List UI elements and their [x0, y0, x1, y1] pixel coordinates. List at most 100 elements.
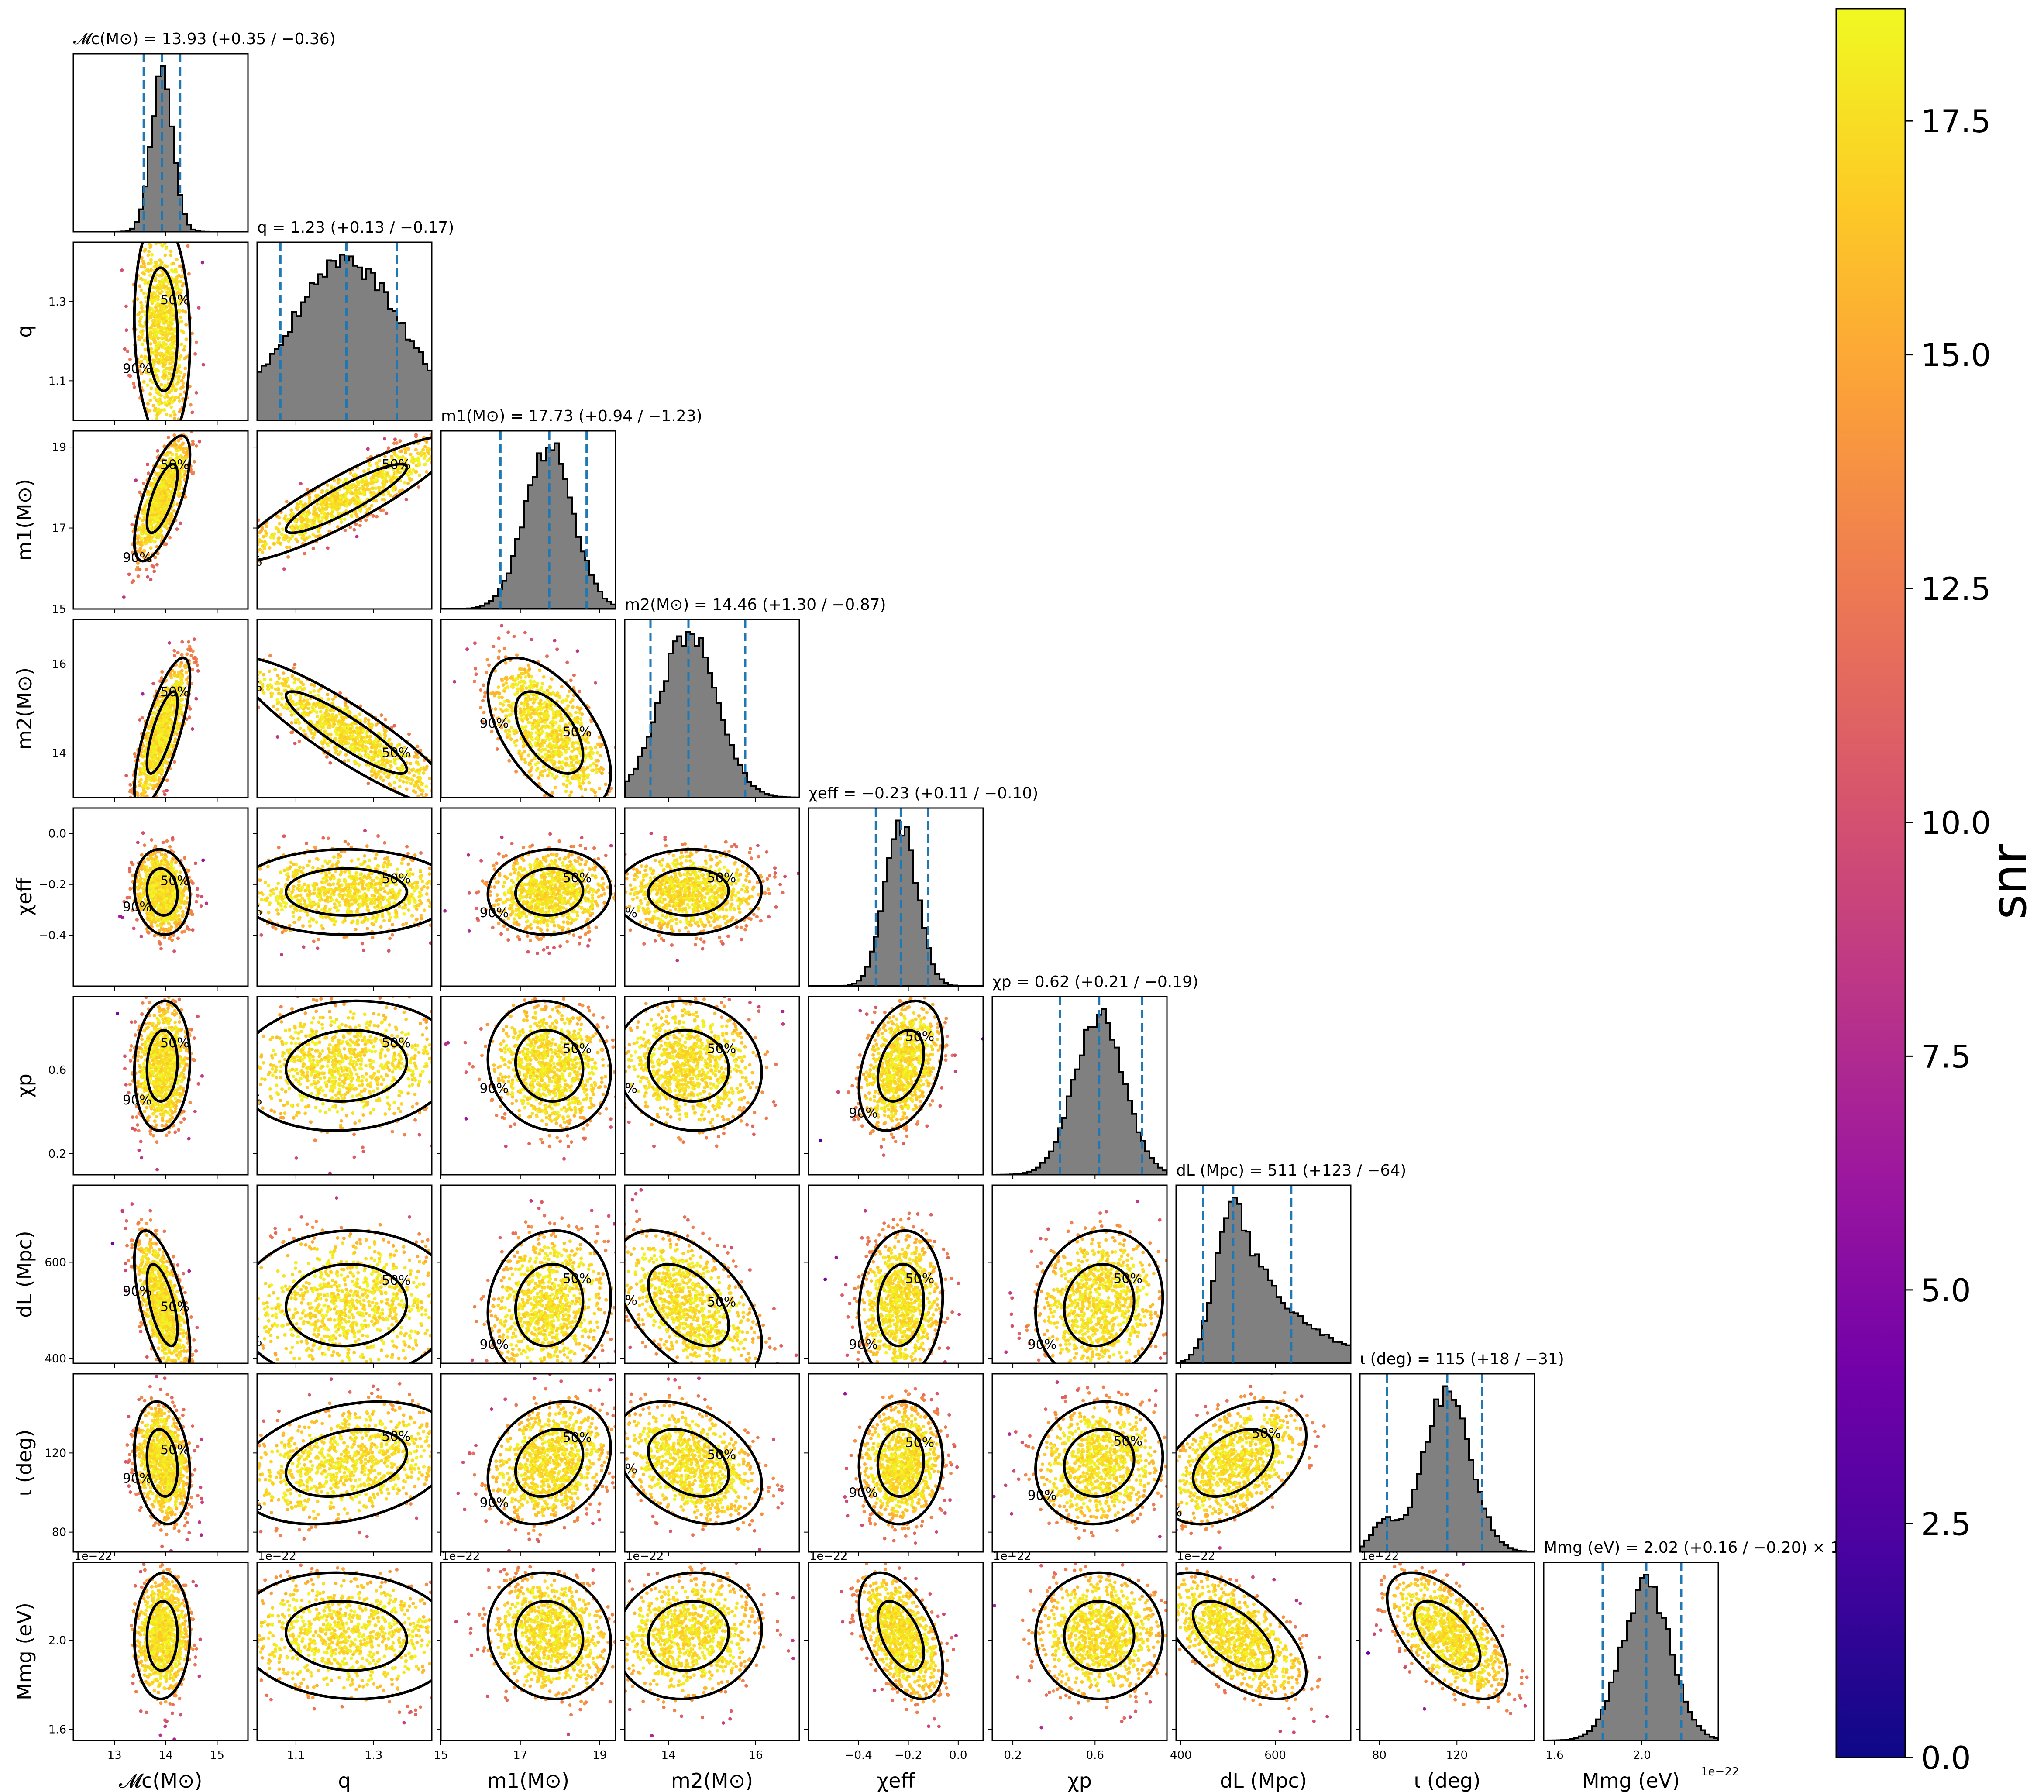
sample-point: [169, 708, 172, 712]
histogram-bars-Mc: [73, 65, 248, 232]
sample-point: [417, 771, 421, 775]
sample-point: [176, 722, 180, 726]
sample-point: [377, 760, 381, 764]
sample-point: [326, 744, 330, 748]
sample-point: [140, 828, 144, 832]
sample-point: [236, 566, 239, 570]
sample-point: [165, 352, 169, 356]
sample-point: [139, 814, 143, 818]
sample-point: [159, 393, 163, 397]
sample-point: [152, 396, 156, 400]
sample-point: [352, 528, 356, 532]
sample-point: [141, 325, 145, 329]
sample-point: [530, 759, 534, 763]
sample-point: [385, 479, 389, 483]
sample-point: [144, 370, 148, 374]
sample-point: [123, 347, 127, 351]
sample-point: [377, 770, 381, 774]
sample-point: [223, 640, 226, 643]
sample-point: [156, 449, 160, 453]
sample-point: [386, 446, 390, 450]
sample-point: [170, 423, 173, 427]
sample-point: [147, 250, 151, 254]
sample-point: [333, 729, 337, 733]
histogram-q: [257, 242, 432, 420]
sample-point: [278, 522, 282, 526]
sample-point: [364, 518, 368, 522]
sample-point: [361, 744, 365, 748]
sample-point: [446, 443, 450, 446]
sample-point: [316, 694, 320, 698]
sample-point: [180, 653, 184, 657]
sample-point: [242, 552, 245, 556]
sample-point: [348, 489, 351, 493]
sample-point: [410, 459, 414, 463]
sample-point: [365, 754, 369, 758]
sample-point: [320, 726, 324, 729]
sample-point: [175, 679, 179, 683]
sample-point: [449, 451, 453, 455]
sample-point: [285, 535, 289, 539]
sample-point: [138, 773, 142, 777]
sample-point: [241, 547, 245, 551]
sample-point: [156, 730, 160, 734]
sample-point: [399, 774, 403, 778]
sample-point: [355, 491, 359, 495]
sample-point: [153, 478, 157, 482]
sample-point: [395, 441, 399, 445]
sample-point: [452, 449, 455, 452]
sample-point: [382, 763, 385, 767]
sample-point: [155, 349, 159, 353]
sample-point: [146, 553, 150, 557]
sample-point: [408, 468, 412, 471]
sample-point: [169, 253, 173, 257]
sample-point: [446, 825, 449, 828]
sample-point: [135, 427, 138, 430]
sample-point: [141, 329, 145, 333]
sample-point: [398, 785, 402, 789]
sample-point: [153, 507, 157, 511]
sample-point: [151, 766, 155, 770]
sample-point: [163, 438, 167, 442]
sample-point: [334, 749, 338, 753]
sample-point: [415, 464, 419, 468]
sample-point: [269, 694, 273, 698]
sample-point: [177, 494, 181, 498]
sample-point: [568, 801, 572, 805]
sample-point: [151, 404, 155, 408]
sample-point: [169, 353, 173, 357]
sample-point: [536, 739, 540, 743]
sample-point: [415, 783, 419, 787]
sample-point: [398, 766, 402, 770]
sample-point: [179, 693, 183, 697]
sample-point: [139, 237, 143, 240]
sample-point: [155, 368, 158, 371]
sample-point: [581, 781, 585, 785]
sample-point: [435, 443, 438, 446]
sample-point: [178, 681, 182, 685]
sample-point: [164, 384, 168, 388]
sample-point: [268, 683, 272, 687]
sample-point: [169, 694, 173, 698]
sample-point: [409, 471, 413, 475]
sample-point: [152, 759, 156, 763]
sample-point: [437, 434, 440, 438]
sample-point: [365, 740, 368, 744]
sample-point: [160, 670, 164, 674]
sample-point: [330, 486, 334, 490]
sample-point: [184, 671, 188, 674]
sample-point: [330, 499, 334, 503]
sample-point: [355, 480, 359, 484]
sample-point: [310, 683, 313, 687]
sample-point: [365, 763, 368, 767]
sample-point: [145, 567, 148, 571]
scatter-points: [120, 237, 205, 442]
sample-point: [435, 457, 438, 461]
sample-point: [169, 289, 172, 293]
sample-point: [172, 744, 176, 748]
sample-point: [149, 326, 153, 330]
sample-point: [169, 318, 173, 322]
sample-point: [179, 264, 183, 268]
sample-point: [308, 499, 312, 502]
sample-point: [289, 688, 293, 691]
